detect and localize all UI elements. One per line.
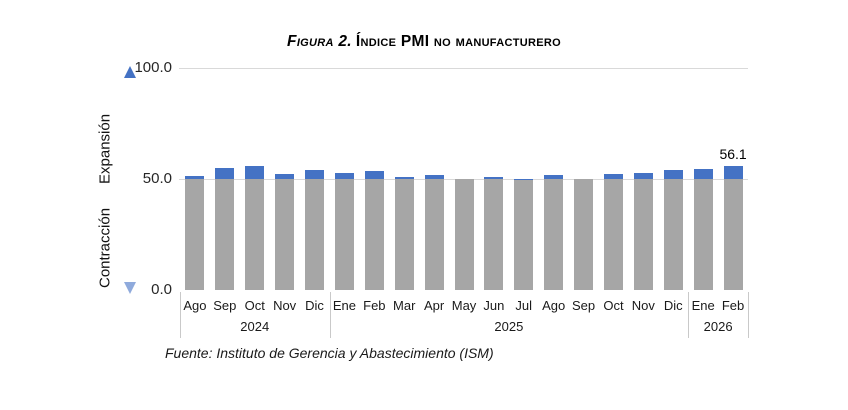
x-axis-month-label: Sep bbox=[213, 298, 237, 313]
chart-title-figure-number: Figura 2. bbox=[287, 33, 352, 50]
bar-dic-2025 bbox=[663, 169, 683, 290]
bar-expansion-segment bbox=[305, 169, 324, 179]
source-note: Fuente: Instituto de Gerencia y Abasteci… bbox=[165, 345, 494, 361]
bar-expansion-segment bbox=[245, 165, 265, 179]
bar-feb-2026 bbox=[723, 165, 743, 290]
x-axis-month-label: Ene bbox=[332, 298, 357, 313]
bar-expansion-segment bbox=[723, 165, 743, 179]
bar-expansion-segment bbox=[275, 174, 295, 179]
bar-nov-2024 bbox=[275, 174, 295, 290]
chart-title-text: Índice PMI no manufacturero bbox=[355, 33, 561, 50]
bar-expansion-segment bbox=[394, 177, 414, 179]
bar-oct-2024 bbox=[245, 165, 265, 290]
x-axis-month-label: Sep bbox=[571, 298, 596, 313]
bar-feb-2025 bbox=[364, 171, 384, 290]
x-axis-month-label: Feb bbox=[721, 298, 745, 313]
bar-mar-2025 bbox=[394, 177, 414, 290]
x-axis-group-separator bbox=[329, 292, 331, 338]
contraction-zone-label: Contracción bbox=[96, 207, 114, 289]
x-axis-month-label: Ago bbox=[542, 298, 566, 313]
x-axis-month-label: May bbox=[451, 298, 477, 313]
x-axis-month-label: Jul bbox=[515, 298, 533, 313]
bar-jun-2025 bbox=[484, 177, 504, 290]
x-axis-month-label: Ene bbox=[691, 298, 715, 313]
bar-sep-2024 bbox=[215, 168, 235, 290]
bar-expansion-segment bbox=[484, 177, 504, 179]
bar-expansion-segment bbox=[215, 168, 235, 179]
x-axis-group-separator bbox=[180, 292, 181, 338]
x-axis-month-label: Nov bbox=[273, 298, 297, 313]
bar-expansion-segment bbox=[424, 175, 444, 179]
bar-apr-2025 bbox=[424, 175, 444, 290]
bar-oct-2025 bbox=[604, 173, 623, 290]
x-axis-month-label: Nov bbox=[631, 298, 655, 313]
x-axis-month-label: Dic bbox=[305, 298, 324, 313]
bar-data-label: 56.1 bbox=[719, 145, 747, 162]
x-axis-year-label-2024: 2024 bbox=[240, 319, 270, 334]
bar-expansion-segment bbox=[633, 173, 653, 179]
bar-dic-2024 bbox=[305, 169, 324, 290]
x-axis-month-label: Dic bbox=[663, 298, 683, 313]
bar-expansion-segment bbox=[364, 171, 384, 179]
chart-title: Figura 2. Índice PMI no manufacturero bbox=[0, 33, 848, 51]
bar-nov-2025 bbox=[633, 173, 653, 290]
x-axis-group-separator bbox=[748, 292, 749, 338]
gridline-100 bbox=[179, 68, 748, 69]
y-axis-tick-0: 0.0 bbox=[151, 281, 172, 298]
bar-expansion-segment bbox=[185, 175, 205, 179]
bar-jul-2025 bbox=[514, 178, 534, 290]
bar-ago-2025 bbox=[544, 174, 564, 290]
x-axis-month-label: Ago bbox=[183, 298, 207, 313]
bar-ene-2026 bbox=[693, 169, 713, 290]
x-axis-group-separator bbox=[688, 292, 690, 338]
x-axis-month-label: Jun bbox=[483, 298, 505, 313]
x-axis-month-label: Feb bbox=[363, 298, 386, 313]
bar-sep-2025 bbox=[574, 179, 594, 290]
x-axis-month-label: Oct bbox=[603, 298, 624, 313]
x-axis-year-label-2025: 2025 bbox=[494, 319, 524, 334]
bar-expansion-segment bbox=[604, 173, 623, 179]
bar-expansion-segment bbox=[663, 169, 683, 179]
expansion-zone-label: Expansión bbox=[96, 113, 114, 185]
x-axis-year-label-2026: 2026 bbox=[703, 319, 733, 334]
bar-expansion-segment bbox=[693, 169, 713, 179]
bar-ago-2024 bbox=[185, 175, 205, 290]
expansion-contraction-arrow-icon bbox=[121, 66, 139, 294]
y-axis-tick-100: 100.0 bbox=[134, 59, 172, 76]
x-axis-month-label: Oct bbox=[244, 298, 265, 313]
bar-expansion-segment bbox=[334, 172, 354, 179]
bar-expansion-segment bbox=[544, 174, 564, 179]
bar-may-2025 bbox=[454, 179, 474, 290]
bar-ene-2025 bbox=[334, 172, 354, 290]
x-axis-month-label: Apr bbox=[424, 298, 445, 313]
y-axis-tick-50: 50.0 bbox=[142, 170, 172, 187]
x-axis-month-label: Mar bbox=[393, 298, 416, 313]
